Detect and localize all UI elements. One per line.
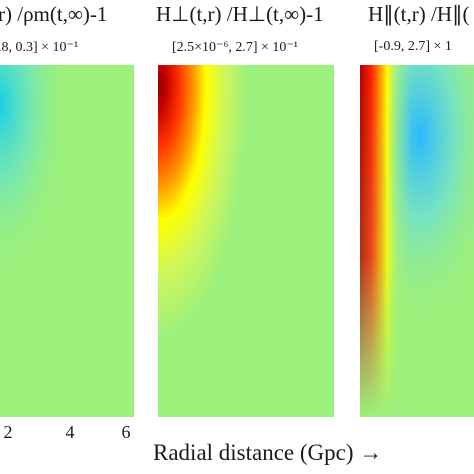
panel-3-title: H∥(t,r) /H∥( — [368, 2, 470, 26]
x-axis-label: Radial distance (Gpc) → — [153, 440, 383, 465]
heatmap-panel-3 — [360, 65, 474, 417]
panel-1-title: r) /ρm(t,∞)-1 — [0, 2, 108, 26]
panel-1-blue-region — [0, 65, 134, 417]
xtick-label: 2 — [3, 422, 13, 442]
panel-3-hot-edge — [360, 65, 474, 417]
xtick-label: 6 — [121, 422, 131, 442]
panel-3-range: [-0.9, 2.7] × 1 — [374, 39, 452, 54]
xtick-label: 4 — [65, 422, 75, 442]
panel-2-title: H⊥(t,r) /H⊥(t,∞)-1 — [156, 2, 324, 26]
panel-2-range: [2.5×10⁻⁶, 2.7] × 10⁻¹ — [172, 40, 298, 55]
panel-2-hot-region — [158, 65, 334, 417]
heatmap-panel-2 — [158, 65, 334, 417]
panel-1-range: .8, 0.3] × 10⁻¹ — [0, 40, 79, 55]
heatmap-panel-1 — [0, 65, 134, 417]
